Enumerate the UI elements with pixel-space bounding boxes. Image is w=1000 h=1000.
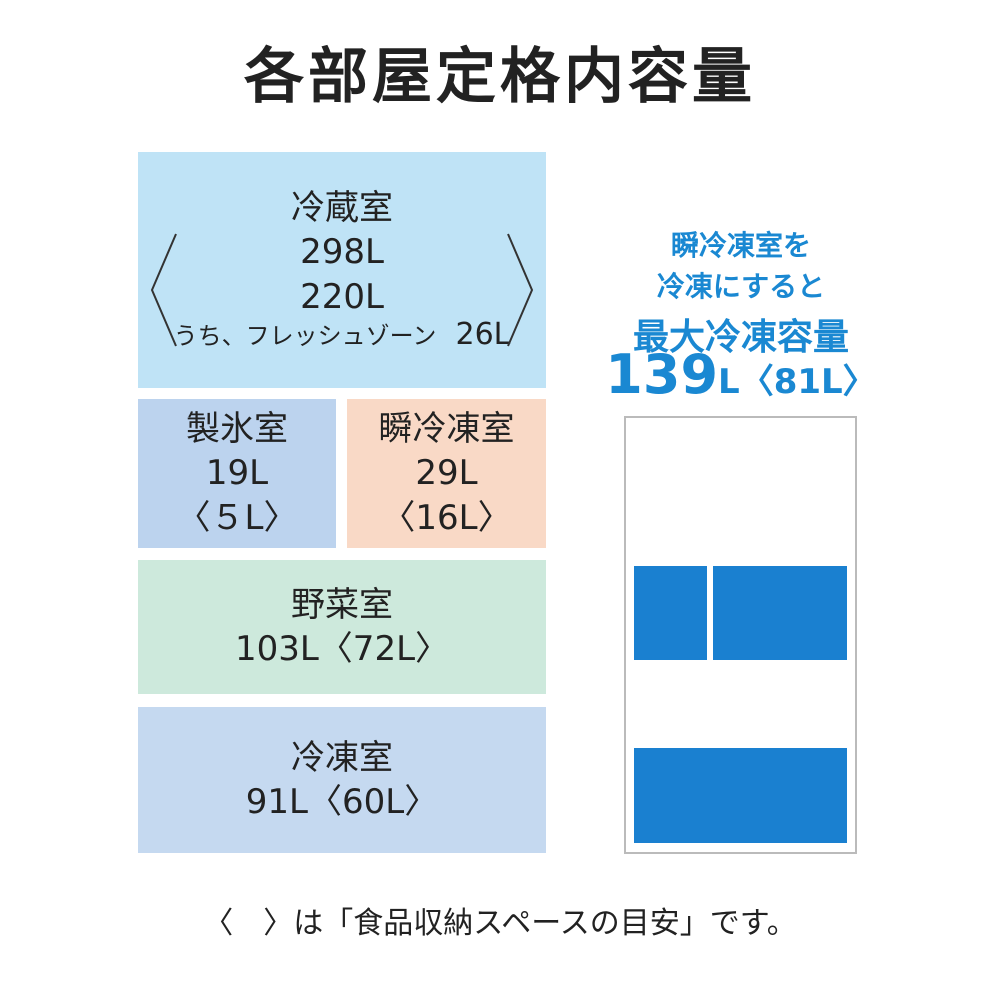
side-capacity: 139L〈81L〉 [600, 348, 882, 402]
footnote: 〈 〉は「食品収納スペースの目安」です。 [203, 906, 797, 941]
room-name: 野菜室 [291, 584, 393, 625]
fresh-zone: うち、フレッシュゾーン 26L [174, 315, 511, 354]
side-text: 瞬冷凍室を 冷凍にすると [600, 226, 882, 307]
brackets [150, 233, 534, 347]
room-capacity: 298L [300, 232, 384, 273]
side-number: 139 [605, 343, 719, 406]
room-name: 冷凍室 [291, 737, 393, 778]
room-name: 瞬冷凍室 [378, 409, 515, 450]
left-bracket [150, 233, 177, 347]
vegetable-box: 野菜室 103L〈72L〉 [138, 560, 546, 694]
refrigerator-box: 冷蔵室 298L 220L うち、フレッシュゾーン 26L [138, 152, 546, 388]
side-heading: 最大冷凍容量 [632, 317, 849, 358]
side-line: 冷凍にすると [656, 269, 826, 303]
freeze-block [634, 748, 847, 843]
right-bracket [507, 233, 534, 347]
room-capacity: 103L〈72L〉 [234, 629, 450, 669]
fresh-zone-label: うち、フレッシュゾーン [173, 321, 437, 350]
ice-box: 製氷室 19L 〈５L〉 [138, 399, 336, 548]
freeze-block [713, 566, 847, 660]
room-capacity: 91L〈60L〉 [245, 782, 439, 822]
room-capacity: 29L [415, 453, 478, 494]
room-name: 冷蔵室 [291, 188, 393, 229]
side-unit: L [718, 362, 740, 402]
title: 各部屋定格内容量 [244, 42, 756, 112]
room-capacity: 19L [205, 453, 269, 494]
side-storage: 〈81L〉 [739, 362, 877, 402]
side-line: 瞬冷凍室を [670, 229, 811, 262]
instant-freeze-box: 瞬冷凍室 29L 〈16L〉 [347, 399, 546, 548]
fresh-zone-value: 26L [455, 316, 511, 352]
room-storage: 〈５L〉 [176, 497, 298, 538]
freeze-block [634, 566, 707, 660]
room-storage: 220L [300, 276, 384, 317]
room-storage: 〈16L〉 [381, 497, 512, 538]
room-name: 製氷室 [186, 409, 288, 450]
freezer-box: 冷凍室 91L〈60L〉 [138, 707, 546, 853]
fridge-outline [624, 416, 857, 854]
